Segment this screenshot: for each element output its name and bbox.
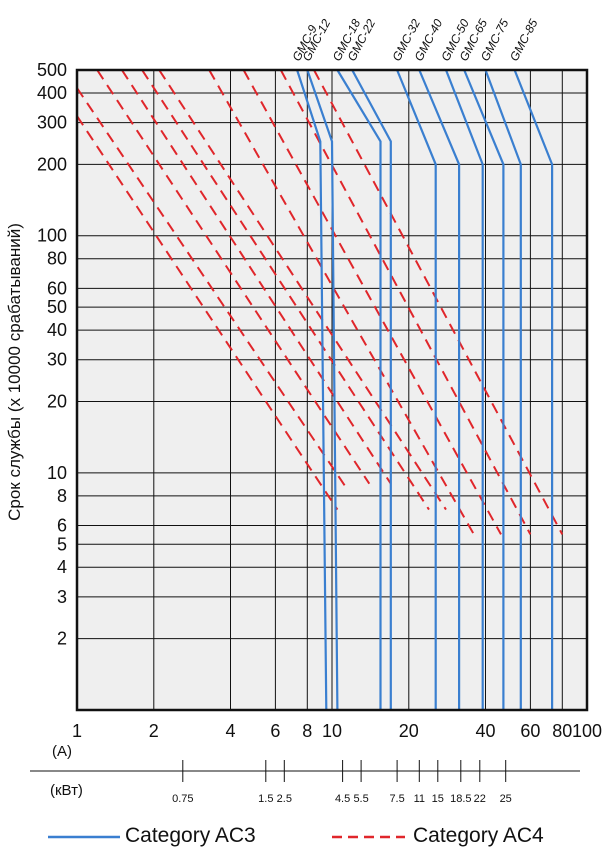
- power-tick-label: 4.5: [335, 793, 350, 805]
- model-label-gmc-85: GMC-85: [507, 17, 541, 64]
- legend-ac4-label: Category AC4: [413, 824, 544, 847]
- y-tick-label: 8: [57, 486, 67, 506]
- y-tick-label: 5: [57, 534, 67, 554]
- y-tick-label: 20: [47, 392, 67, 412]
- ac4-line-gmc-22: [121, 69, 392, 485]
- y-tick-label: 2: [57, 629, 67, 649]
- y-tick-label: 200: [37, 154, 67, 174]
- y-tick-label: 10: [47, 463, 67, 483]
- ac3-line-gmc-12: [306, 69, 339, 711]
- power-tick-label: 2.5: [277, 793, 292, 805]
- ac3-line-gmc-32: [396, 69, 437, 710]
- x-tick-label: 80: [552, 721, 572, 741]
- x-tick-labels: 1 2 4 6 8 10 20 40 60 80 100: [72, 721, 602, 741]
- ac4-line-gmc-12: [76, 87, 349, 491]
- y-tick-label: 30: [47, 350, 67, 370]
- x-tick-label: 1: [72, 721, 82, 741]
- power-tick-label: 7.5: [389, 793, 404, 805]
- ac3-line-gmc-22: [351, 69, 392, 710]
- grid: [76, 69, 588, 710]
- y-tick-label: 60: [47, 278, 67, 298]
- x-tick-label: 100: [572, 721, 602, 741]
- legend-ac3-label: Category AC3: [125, 824, 256, 847]
- x-tick-label: 10: [322, 721, 342, 741]
- ac3-line-gmc-50: [444, 69, 484, 710]
- power-tick-label: 1.5: [258, 793, 273, 805]
- ac3-line-gmc-85: [513, 69, 554, 710]
- ac4-line-gmc-40: [158, 69, 447, 511]
- power-tick-label: 22: [474, 793, 486, 805]
- y-tick-label: 400: [37, 83, 67, 103]
- y-tick-label: 6: [57, 516, 67, 536]
- plot-frame: [75, 68, 589, 712]
- ac3-line-gmc-40: [418, 69, 461, 710]
- y-tick-label: 4: [57, 557, 67, 577]
- ac3-series-group: [296, 69, 554, 711]
- x-tick-label: 40: [475, 721, 495, 741]
- y-tick-label: 40: [47, 320, 67, 340]
- power-tick-label: 18.5: [450, 793, 471, 805]
- power-tick-label: 15: [432, 793, 444, 805]
- x-tick-label: 4: [225, 721, 235, 741]
- ac3-line-gmc-75: [484, 69, 522, 710]
- y-tick-label: 500: [37, 60, 67, 80]
- x-tick-label: 8: [302, 721, 312, 741]
- power-tick-label: 11: [414, 793, 425, 805]
- y-tick-label: 3: [57, 587, 67, 607]
- x-tick-label: 20: [399, 721, 419, 741]
- x-tick-label: 2: [149, 721, 159, 741]
- ac4-line-gmc-18: [96, 69, 371, 485]
- ac4-line-gmc-75: [279, 69, 532, 535]
- power-tick-group: 0.75 1.5 2.5 4.5 5.5 7.5 11 15 18.5 22 25: [172, 760, 512, 805]
- ac4-line-gmc-9: [76, 115, 339, 511]
- power-unit-label: (кВт): [50, 782, 83, 799]
- current-unit-label: (A): [52, 743, 72, 760]
- power-tick-label: 5.5: [353, 793, 368, 805]
- y-tick-label: 300: [37, 113, 67, 133]
- x-tick-label: 60: [520, 721, 540, 741]
- y-tick-label: 50: [47, 297, 67, 317]
- power-tick-label: 25: [500, 793, 512, 805]
- ac3-line-gmc-18: [336, 69, 382, 710]
- ac3-line-gmc-65: [463, 69, 505, 710]
- y-tick-label: 100: [37, 226, 67, 246]
- ac3-line-gmc-9: [296, 69, 328, 711]
- y-axis-title: Срок службы (x 10000 срабатываний): [5, 223, 24, 521]
- x-tick-label: 6: [270, 721, 280, 741]
- y-tick-label: 80: [47, 249, 67, 269]
- power-tick-label: 0.75: [172, 793, 193, 805]
